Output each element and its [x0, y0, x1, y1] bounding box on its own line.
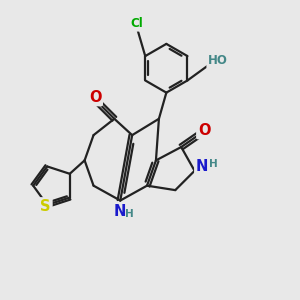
Text: HO: HO — [208, 54, 228, 67]
Text: Cl: Cl — [130, 17, 143, 30]
Text: O: O — [89, 90, 101, 105]
Text: O: O — [198, 123, 210, 138]
Text: H: H — [125, 209, 134, 219]
Text: S: S — [40, 199, 51, 214]
Text: H: H — [208, 159, 217, 169]
Text: N: N — [114, 204, 127, 219]
Text: N: N — [196, 159, 208, 174]
